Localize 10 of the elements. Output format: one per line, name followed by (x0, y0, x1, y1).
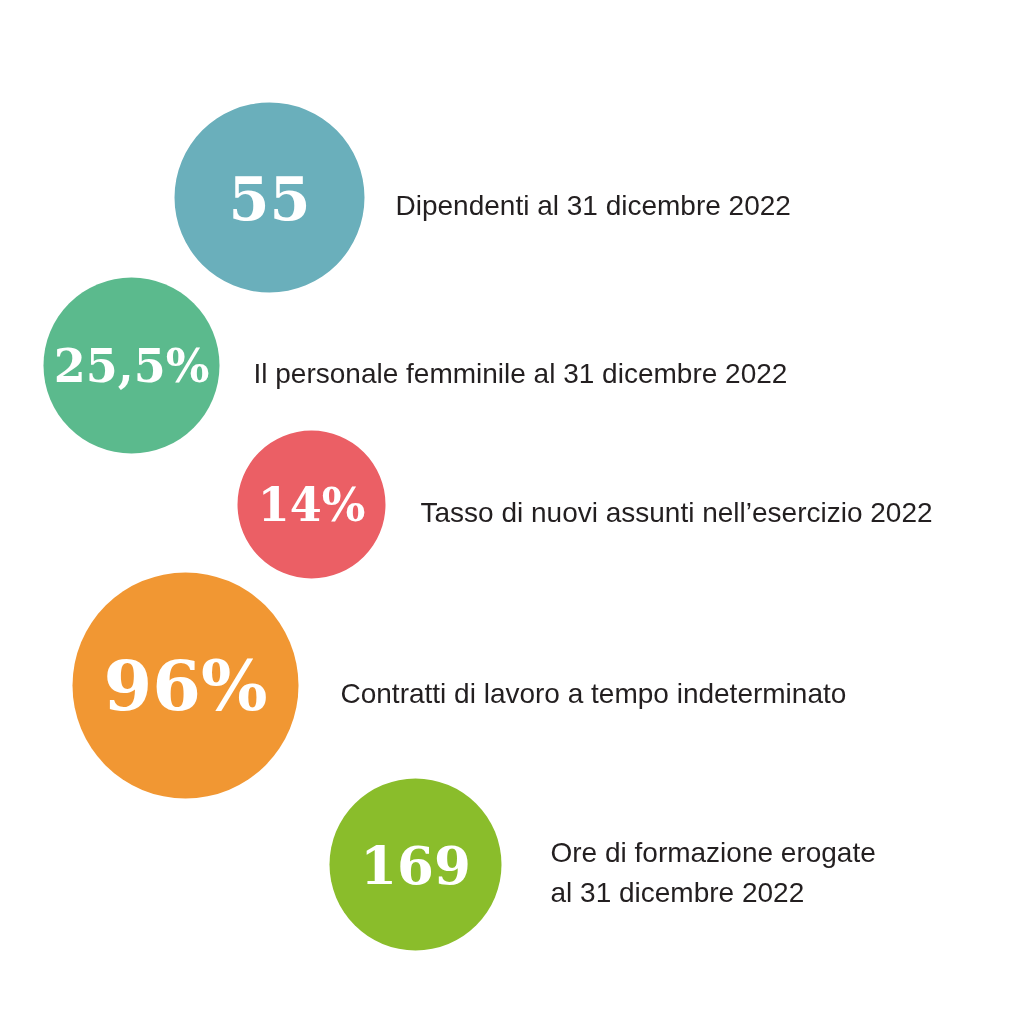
category-label: Ore di formazione erogate al 31 dicembre 2022 (550, 836, 876, 909)
category-label: Dipendenti al 31 dicembre 2022 (395, 190, 791, 221)
data-label: 14% (257, 477, 366, 532)
data-label: 169 (360, 833, 471, 896)
data-label: 25,5% (53, 338, 210, 393)
data-label: 55 (228, 164, 311, 234)
category-label: Contratti di lavoro a tempo indeterminato (340, 678, 847, 709)
category-label: Il personale femminile al 31 dicembre 2022 (253, 358, 788, 389)
data-label: 96% (103, 644, 268, 727)
category-label: Tasso di nuovi assunti nell’esercizio 2022 (420, 497, 933, 528)
